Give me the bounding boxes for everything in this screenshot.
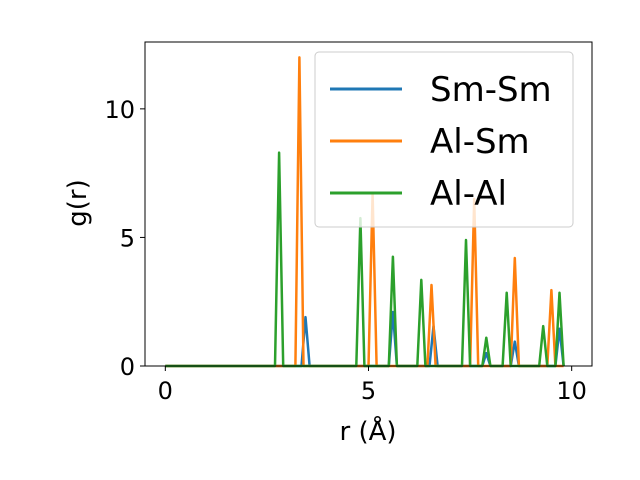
- plot-area: [144, 41, 593, 368]
- legend-label-al-al: Al-Al: [430, 174, 507, 214]
- x-axis-label: r (Å): [339, 415, 396, 447]
- x-tick-label: 5: [361, 377, 376, 405]
- y-tick-label: 0: [120, 353, 135, 381]
- legend-box: [314, 51, 574, 228]
- legend-label-al-sm: Al-Sm: [430, 122, 530, 162]
- y-tick-label: 5: [120, 224, 135, 252]
- y-tick-label: 10: [104, 96, 135, 124]
- x-tick-label: 10: [556, 377, 587, 405]
- y-axis-label: g(r): [63, 179, 93, 226]
- series-line-al-al: [165, 151, 565, 368]
- x-tick-label: 0: [158, 377, 173, 405]
- legend: Sm-Sm Al-Sm Al-Al: [314, 51, 574, 228]
- axis-ticks: 0 5 10 0 5 10: [104, 96, 587, 405]
- legend-label-sm-sm: Sm-Sm: [430, 70, 552, 110]
